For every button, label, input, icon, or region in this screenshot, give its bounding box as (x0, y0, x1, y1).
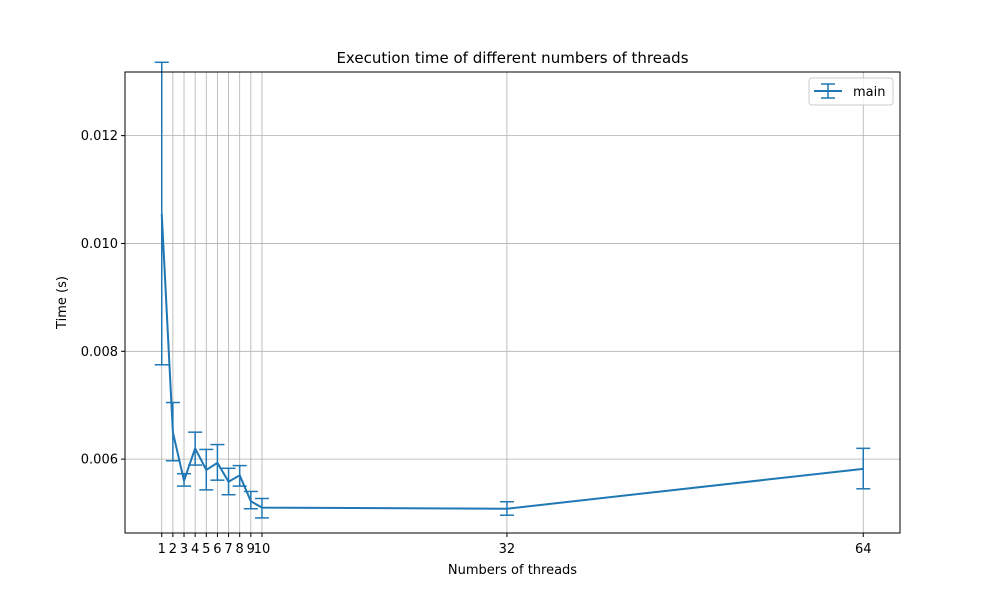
x-tick-label: 9 (247, 542, 255, 557)
x-tick-label: 2 (169, 542, 177, 557)
x-axis-label: Numbers of threads (448, 563, 577, 578)
y-tick-label: 0.010 (81, 237, 118, 252)
y-tick-label: 0.006 (81, 453, 118, 468)
axis-ticks: 1 2 3 4 5 6 7 8 910 32 64 0.006 0.008 0.010 0.012 (81, 129, 872, 557)
y-tick-label: 0.012 (81, 129, 118, 144)
series-line-main (160, 213, 864, 510)
y-tick-label: 0.008 (81, 345, 118, 360)
x-tick-label: 5 (202, 542, 210, 557)
legend-errorbar-marker (814, 83, 842, 99)
x-tick-label: 6 (213, 542, 221, 557)
plot-area-frame (124, 71, 901, 534)
x-tick-label: 1 (158, 542, 166, 557)
x-tick-label: 4 (191, 542, 199, 557)
x-tick-label: 8 (236, 542, 244, 557)
x-tick-label: 10 (254, 542, 271, 557)
x-tick-label: 64 (855, 542, 872, 557)
chart-title: Execution time of different numbers of t… (336, 49, 688, 67)
x-tick-label: 32 (499, 542, 516, 557)
legend: main (808, 77, 894, 106)
x-tick-label: 3 (180, 542, 188, 557)
grid-lines (125, 72, 900, 533)
legend-label: main (853, 85, 885, 100)
x-tick-label: 7 (224, 542, 232, 557)
y-axis-label: Time (s) (55, 276, 70, 330)
series-layer (154, 61, 871, 519)
